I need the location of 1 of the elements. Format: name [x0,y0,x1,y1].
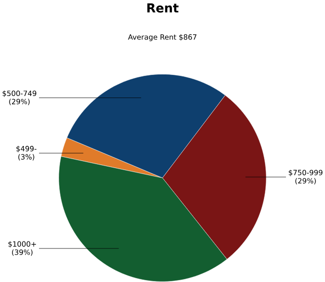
chart-title: Rent [147,4,179,13]
